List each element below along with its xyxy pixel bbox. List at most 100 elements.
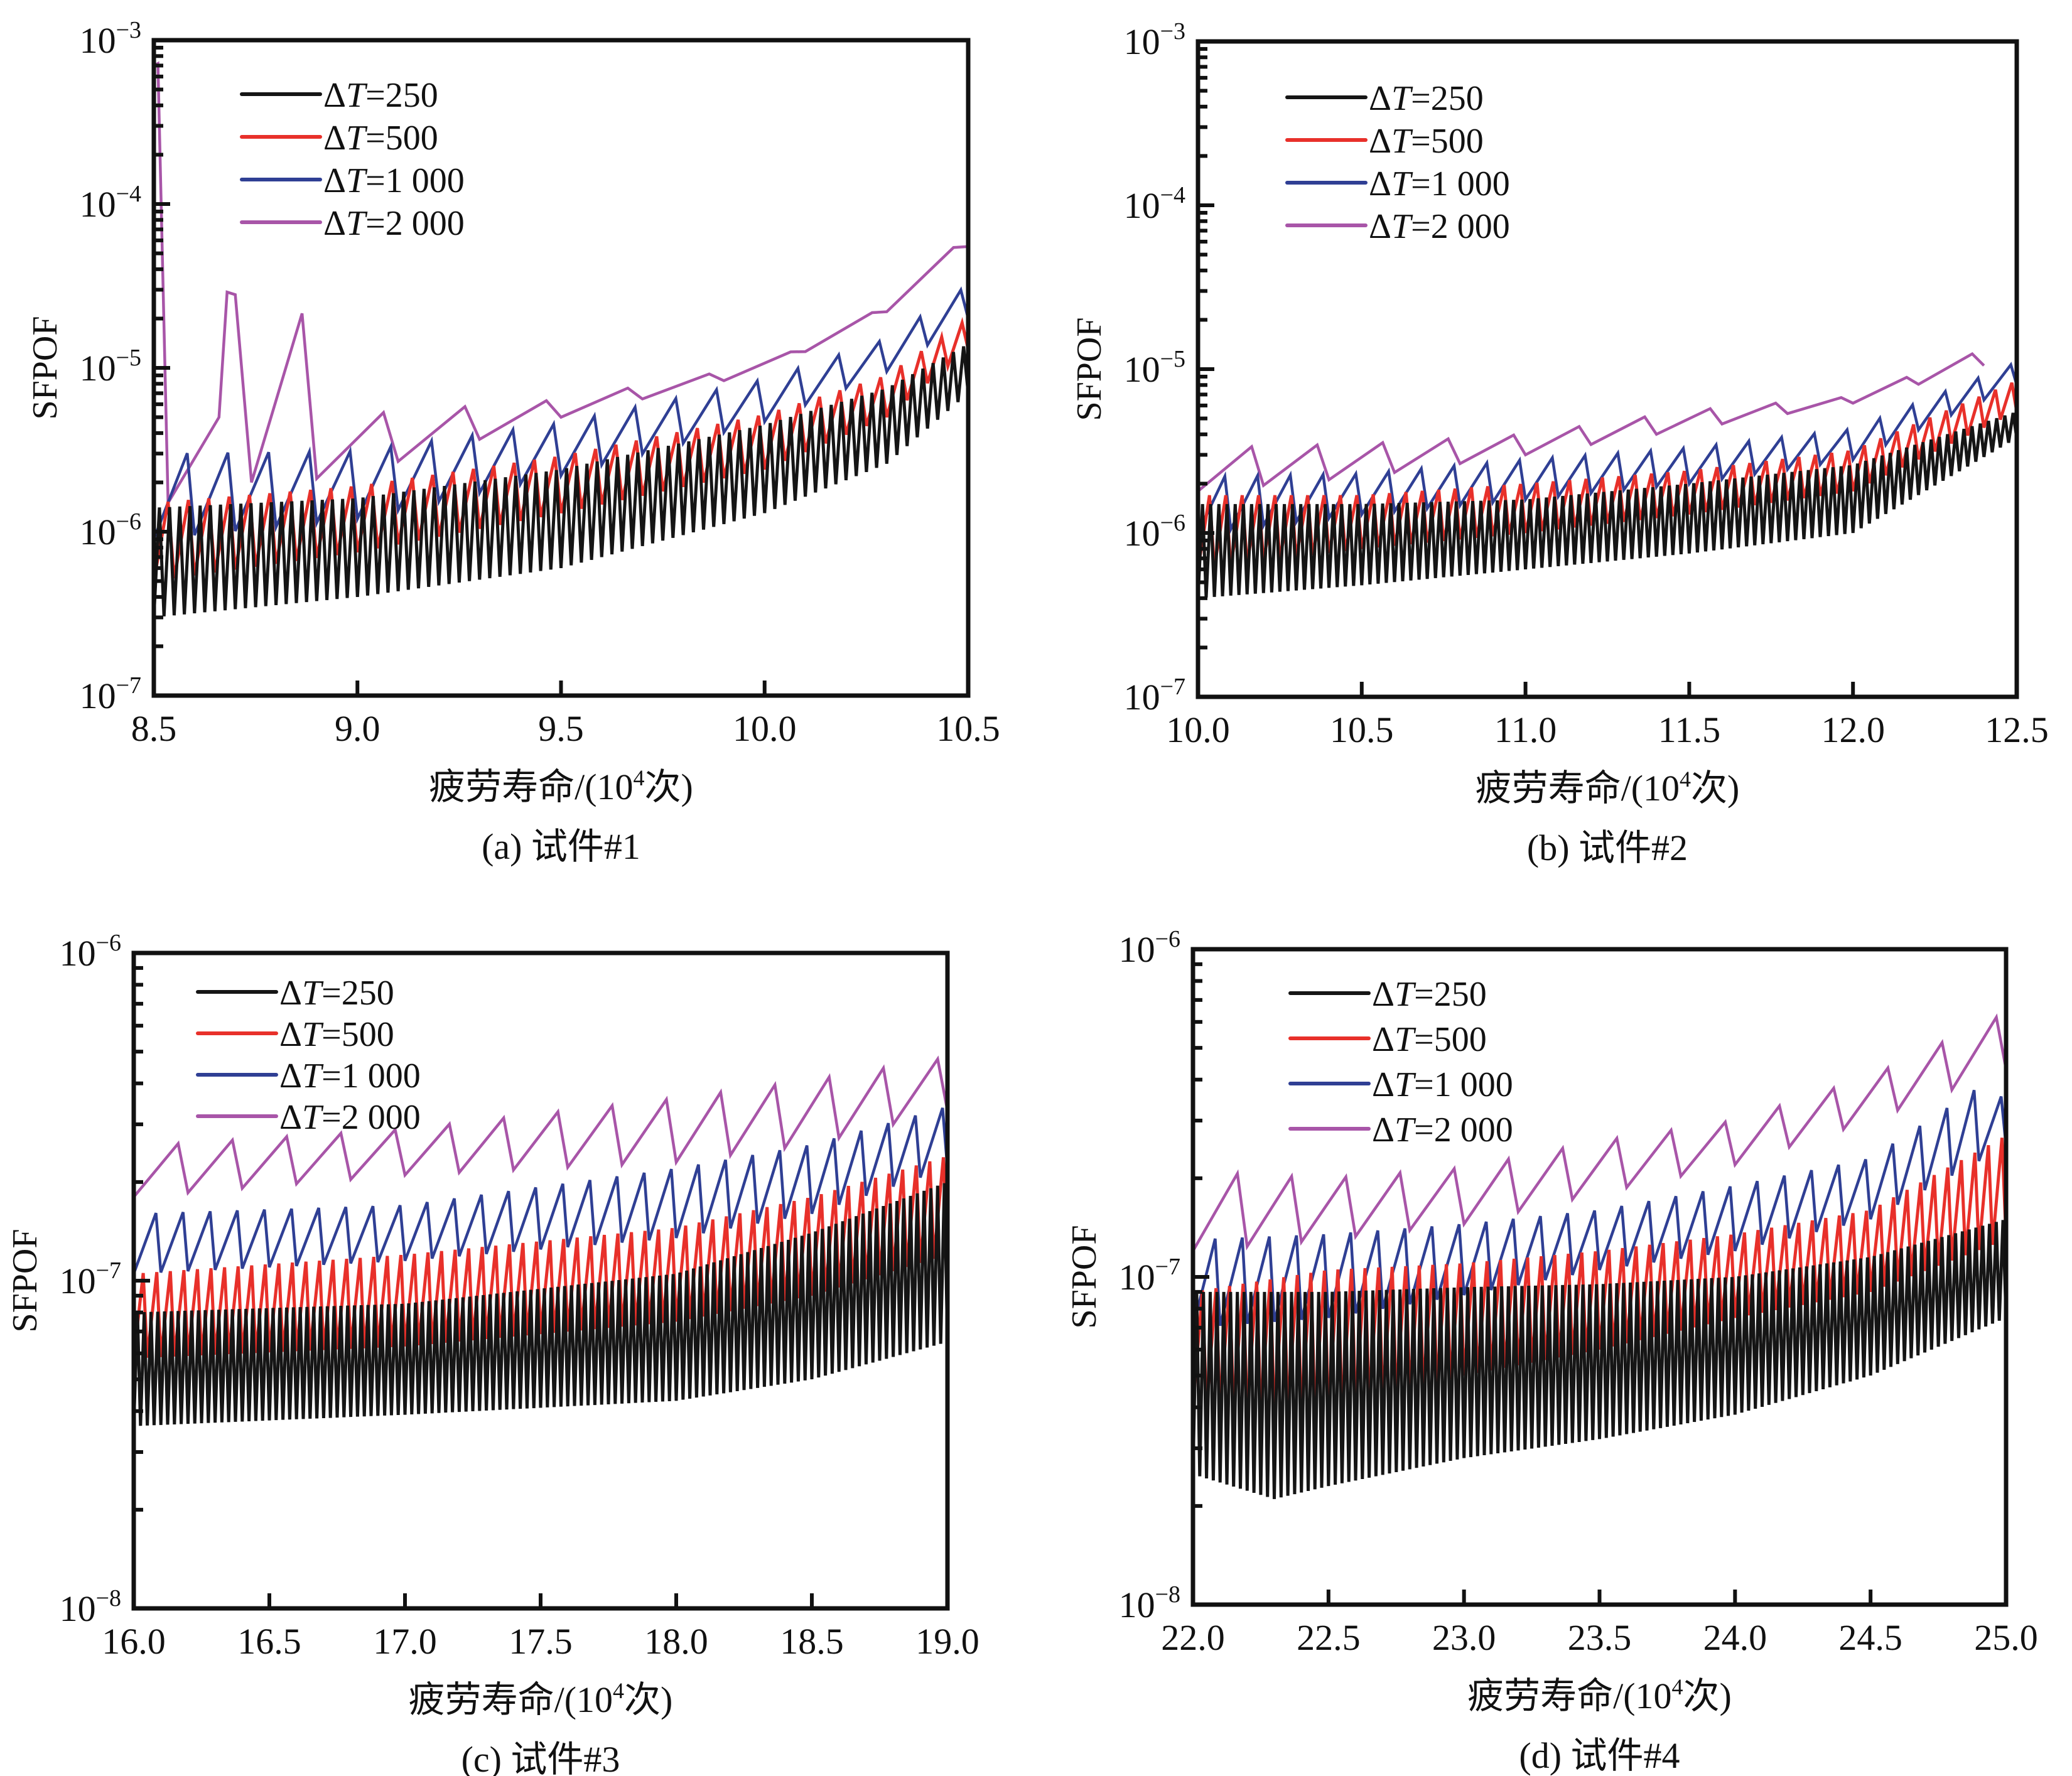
legend-item: ΔT=250 xyxy=(1288,975,1487,1014)
legend-item: ΔT=500 xyxy=(196,1015,394,1054)
plot-area xyxy=(134,1055,947,1426)
y-tick-label: 10−7 xyxy=(60,1257,121,1301)
series-line-dt2000 xyxy=(1198,352,1985,493)
series-line-dt1000 xyxy=(154,286,968,540)
x-tick-label: 10.5 xyxy=(936,708,1000,749)
legend-label: ΔT=250 xyxy=(323,76,438,115)
x-tick-label: 10.0 xyxy=(733,708,797,749)
legend-label: ΔT=2 000 xyxy=(279,1098,421,1137)
y-tick-label: 10−7 xyxy=(1119,1254,1180,1298)
legend-item: ΔT=1 000 xyxy=(1285,164,1510,203)
x-axis-label: 疲劳寿命/(104次) xyxy=(409,1678,673,1720)
x-tick-label: 23.5 xyxy=(1568,1617,1632,1658)
series-line-dt250 xyxy=(1193,1220,2006,1499)
x-tick-label: 19.0 xyxy=(915,1621,979,1662)
y-tick-label: 10−7 xyxy=(1124,674,1185,718)
series-line-dt2000 xyxy=(154,61,968,508)
legend-label: ΔT=1 000 xyxy=(1369,164,1510,203)
panel-caption: (a) 试件#1 xyxy=(482,826,640,867)
panel-caption: (b) 试件#2 xyxy=(1527,827,1688,868)
panel-caption: (d) 试件#4 xyxy=(1519,1735,1680,1776)
series-line-dt250 xyxy=(134,1183,947,1426)
series-line-dt500 xyxy=(1198,382,2017,570)
legend-label: ΔT=2 000 xyxy=(323,204,465,243)
legend-label: ΔT=2 000 xyxy=(1369,207,1510,246)
legend-item: ΔT=2 000 xyxy=(196,1098,421,1137)
legend-label: ΔT=500 xyxy=(279,1015,394,1054)
legend-label: ΔT=500 xyxy=(323,119,438,158)
y-tick-label: 10−3 xyxy=(80,17,141,61)
legend-item: ΔT=500 xyxy=(1285,122,1484,161)
x-tick-label: 10.0 xyxy=(1166,709,1230,750)
plot-area xyxy=(154,61,968,618)
legend-item: ΔT=2 000 xyxy=(240,204,465,243)
legend-item: ΔT=250 xyxy=(240,76,438,115)
x-tick-label: 24.5 xyxy=(1838,1617,1902,1658)
legend-label: ΔT=500 xyxy=(1372,1020,1487,1059)
y-tick-label: 10−4 xyxy=(80,181,141,225)
series-line-dt500 xyxy=(134,1157,947,1359)
panel-b: 10.0 10.5 11.0 11.5 12.0 12.5 10−3 10−4 10−5 10−6… xyxy=(1070,18,2049,868)
legend-label: ΔT=1 000 xyxy=(279,1057,421,1095)
series-line-dt2000 xyxy=(134,1055,947,1198)
x-tick-label: 25.0 xyxy=(1974,1617,2038,1658)
legend-label: ΔT=1 000 xyxy=(1372,1065,1513,1104)
plot-area xyxy=(1198,352,2017,599)
x-tick-label: 11.5 xyxy=(1658,709,1720,750)
x-tick-label: 9.5 xyxy=(538,708,584,749)
y-axis-label: SFPOF xyxy=(6,1229,45,1332)
legend-label: ΔT=250 xyxy=(1369,79,1484,118)
series-line-dt250 xyxy=(1198,412,2017,599)
x-tick-label: 16.0 xyxy=(102,1621,166,1662)
legend-item: ΔT=500 xyxy=(240,119,438,158)
y-tick-label: 10−5 xyxy=(80,345,141,389)
legend-label: ΔT=250 xyxy=(1372,975,1487,1014)
y-axis-label: SFPOF xyxy=(1070,317,1109,421)
x-tick-label: 11.0 xyxy=(1494,709,1557,750)
legend-item: ΔT=1 000 xyxy=(196,1057,421,1095)
legend-item: ΔT=2 000 xyxy=(1288,1111,1513,1149)
series-line-dt250 xyxy=(154,346,968,618)
x-tick-label: 22.5 xyxy=(1297,1617,1361,1658)
x-tick-label: 16.5 xyxy=(237,1621,301,1662)
legend-item: ΔT=2 000 xyxy=(1285,207,1510,246)
legend-item: ΔT=1 000 xyxy=(1288,1065,1513,1104)
y-axis-label: SFPOF xyxy=(1065,1225,1104,1328)
legend-label: ΔT=250 xyxy=(279,974,394,1013)
y-tick-label: 10−6 xyxy=(1124,510,1185,554)
x-axis-label: 疲劳寿命/(104次) xyxy=(1467,1674,1732,1716)
y-tick-label: 10−5 xyxy=(1124,346,1185,390)
plot-area xyxy=(1193,1013,2006,1499)
legend-item: ΔT=500 xyxy=(1288,1020,1487,1059)
legend-label: ΔT=2 000 xyxy=(1372,1111,1513,1149)
y-tick-label: 10−8 xyxy=(1119,1581,1180,1625)
x-tick-label: 17.5 xyxy=(509,1621,573,1662)
x-axis-label: 疲劳寿命/(104次) xyxy=(1476,767,1740,809)
legend-label: ΔT=1 000 xyxy=(323,161,465,200)
x-tick-label: 18.5 xyxy=(780,1621,844,1662)
x-tick-label: 17.0 xyxy=(373,1621,437,1662)
legend: ΔT=250 ΔT=500 ΔT=1 000 ΔT=2 000 xyxy=(1288,975,1513,1149)
series-line-dt1000 xyxy=(134,1107,947,1274)
x-tick-label: 22.0 xyxy=(1161,1617,1225,1658)
y-tick-label: 10−4 xyxy=(1124,182,1185,226)
legend-item: ΔT=250 xyxy=(196,974,394,1013)
y-tick-label: 10−7 xyxy=(80,672,141,716)
x-tick-label: 10.5 xyxy=(1330,709,1394,750)
x-tick-label: 24.0 xyxy=(1703,1617,1767,1658)
y-tick-label: 10−6 xyxy=(60,930,121,974)
series-line-dt1000 xyxy=(1193,1089,2006,1328)
x-tick-label: 12.5 xyxy=(1985,709,2049,750)
x-tick-label: 8.5 xyxy=(131,708,177,749)
x-tick-label: 23.0 xyxy=(1432,1617,1496,1658)
y-tick-label: 10−3 xyxy=(1124,18,1185,62)
legend-item: ΔT=250 xyxy=(1285,79,1484,118)
x-tick-label: 9.0 xyxy=(335,708,380,749)
series-line-dt2000 xyxy=(1193,1013,2006,1252)
y-tick-label: 10−6 xyxy=(80,509,141,552)
panel-c: 16.0 16.5 17.0 17.5 18.0 18.5 19.0 10−6 10−7 10−8… xyxy=(6,930,979,1776)
